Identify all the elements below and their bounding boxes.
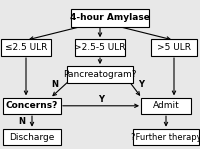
Text: Discharge: Discharge [9, 133, 55, 142]
Text: >2.5-5 ULR: >2.5-5 ULR [74, 43, 126, 52]
Text: Concerns?: Concerns? [6, 101, 58, 110]
Text: 4-hour Amylase: 4-hour Amylase [70, 13, 150, 22]
Text: Y: Y [98, 95, 104, 104]
FancyBboxPatch shape [71, 9, 149, 27]
FancyBboxPatch shape [133, 129, 199, 145]
Text: ?Further therapy: ?Further therapy [131, 133, 200, 142]
FancyBboxPatch shape [3, 98, 61, 114]
FancyBboxPatch shape [1, 39, 51, 56]
Text: >5 ULR: >5 ULR [157, 43, 191, 52]
Text: Y: Y [138, 80, 144, 89]
Text: N: N [52, 80, 59, 89]
Text: ≤2.5 ULR: ≤2.5 ULR [5, 43, 47, 52]
FancyBboxPatch shape [141, 98, 191, 114]
FancyBboxPatch shape [67, 66, 133, 83]
FancyBboxPatch shape [3, 129, 61, 145]
Text: N: N [18, 117, 26, 126]
FancyBboxPatch shape [151, 39, 197, 56]
FancyBboxPatch shape [75, 39, 125, 56]
Text: Pancreatogram?: Pancreatogram? [63, 70, 137, 79]
Text: Admit: Admit [153, 101, 179, 110]
